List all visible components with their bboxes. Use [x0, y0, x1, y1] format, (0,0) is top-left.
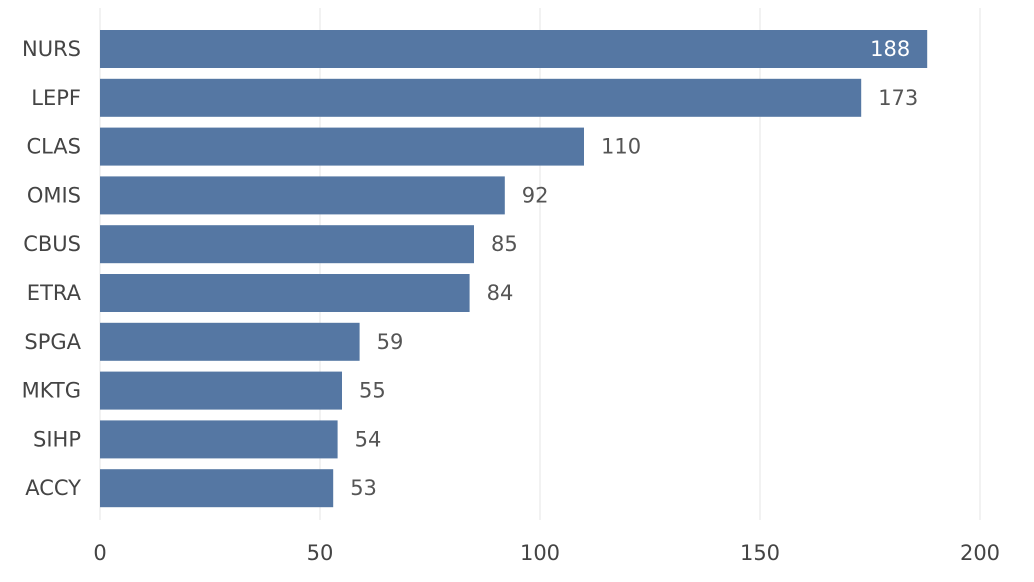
bar [100, 274, 470, 312]
data-label: 54 [355, 427, 382, 451]
category-label: ACCY [25, 476, 81, 500]
x-tick-label: 150 [740, 541, 780, 565]
category-label: SIHP [33, 427, 81, 451]
category-label: MKTG [22, 379, 81, 403]
data-label: 55 [359, 379, 386, 403]
category-labels: NURS LEPF CLAS OMIS CBUS ETRA SPGA MKTG SIHP ACCY [22, 37, 82, 500]
category-label: CBUS [23, 232, 81, 256]
bar [100, 127, 584, 166]
x-tick-label: 0 [93, 541, 106, 565]
x-tick-label: 200 [960, 541, 1000, 565]
data-label: 84 [487, 281, 514, 305]
x-tick-label: 100 [520, 541, 560, 565]
category-label: LEPF [31, 86, 81, 110]
bar [100, 371, 342, 410]
category-label: SPGA [24, 330, 81, 354]
bar [100, 30, 928, 68]
category-label: OMIS [27, 183, 81, 207]
category-label: CLAS [26, 135, 81, 159]
bar [100, 469, 334, 508]
data-label: 92 [522, 183, 549, 207]
bars [100, 30, 928, 508]
category-label: ETRA [27, 281, 82, 305]
bar [100, 420, 338, 459]
data-label: 53 [350, 476, 377, 500]
data-label: 188 [870, 37, 910, 61]
bar [100, 78, 862, 117]
x-tick-label: 50 [307, 541, 334, 565]
data-label: 85 [491, 232, 518, 256]
category-label: NURS [22, 37, 81, 61]
value-labels: 188 173 110 92 85 84 59 55 54 53 [350, 37, 918, 500]
bar [100, 225, 474, 264]
x-axis-ticks: 0 50 100 150 200 [93, 541, 1000, 565]
bar [100, 322, 360, 361]
data-label: 173 [878, 86, 918, 110]
data-label: 59 [377, 330, 404, 354]
bar [100, 176, 505, 215]
data-label: 110 [601, 135, 641, 159]
